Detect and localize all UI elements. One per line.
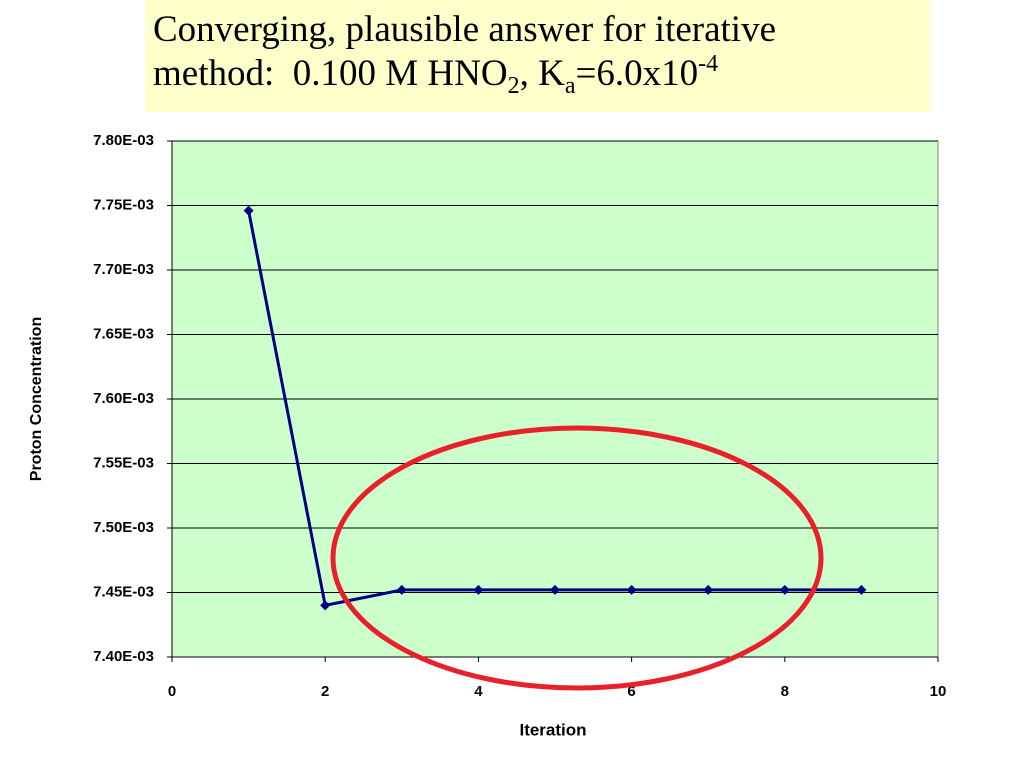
data-point: [626, 584, 637, 595]
x-tick-label: 4: [474, 683, 483, 700]
data-point: [473, 584, 484, 595]
y-tick-label: 7.80E-03: [93, 132, 154, 149]
y-tick-label: 7.55E-03: [93, 454, 154, 471]
y-tick-label: 7.45E-03: [93, 583, 154, 600]
title-text: =6.0x10: [575, 53, 699, 94]
slide-title: Converging, plausible answer for iterati…: [145, 0, 931, 112]
x-tick-label: 2: [321, 683, 329, 700]
x-tick-label: 8: [781, 683, 789, 700]
title-text: 2: [507, 73, 520, 99]
y-tick-label: 7.50E-03: [93, 519, 154, 536]
title-text: Converging, plausible answer for iterati…: [153, 9, 777, 50]
y-tick-label: 7.70E-03: [93, 261, 154, 278]
title-text: method: 0.100 M HNO: [153, 53, 508, 94]
y-tick-label: 7.75E-03: [93, 196, 154, 213]
data-point: [856, 584, 867, 595]
data-point: [550, 584, 560, 595]
x-axis-label: Iteration: [519, 720, 586, 739]
y-tick-label: 7.65E-03: [93, 325, 154, 342]
y-tick-label: 7.40E-03: [93, 648, 154, 665]
title-text: a: [564, 73, 576, 99]
highlight-circle: [330, 425, 824, 691]
data-point: [703, 584, 714, 595]
title-text: , K: [519, 53, 565, 94]
data-point: [320, 600, 331, 611]
data-point: [396, 584, 407, 595]
data-point: [779, 584, 790, 595]
y-tick-label: 7.60E-03: [93, 390, 154, 407]
x-tick-label: 10: [930, 683, 947, 700]
x-tick-label: 0: [168, 683, 176, 700]
data-point: [243, 205, 254, 216]
title-text: -4: [698, 51, 719, 77]
title-line: Converging, plausible answer for iterati…: [153, 8, 931, 52]
title-line: method: 0.100 M HNO2, Ka=6.0x10-4: [153, 51, 931, 99]
y-axis-label: Proton Concentration: [28, 317, 45, 481]
x-tick-label: 6: [627, 683, 635, 700]
